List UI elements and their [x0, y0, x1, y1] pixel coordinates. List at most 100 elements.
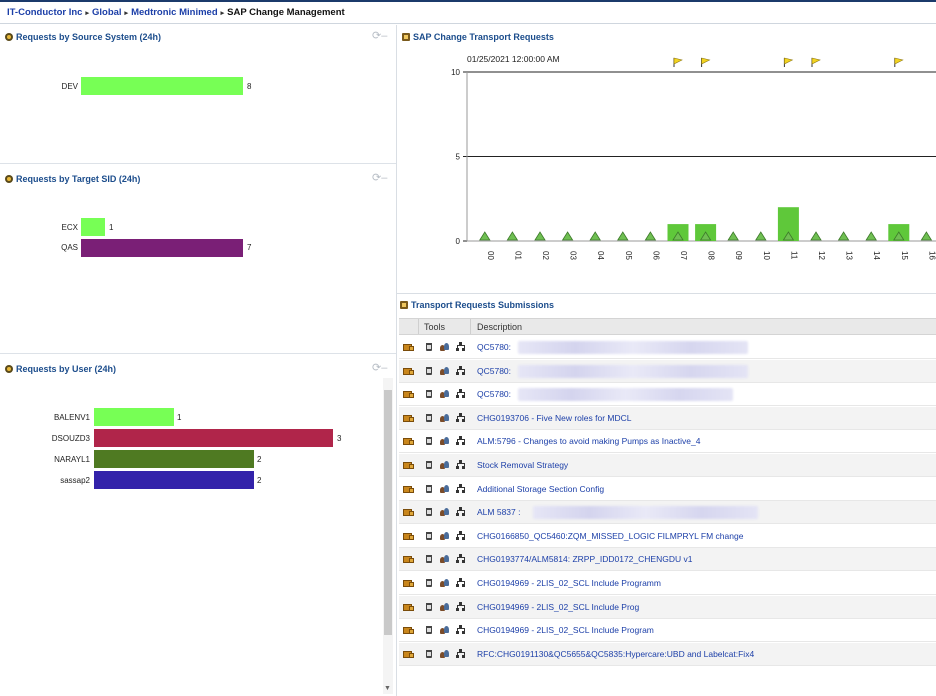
row-description-link[interactable]: CHG0193774/ALM5814: ZRPP_IDD0172_CHENGDU… [477, 554, 693, 564]
row-description-link[interactable]: CHG0194969 - 2LIS_02_SCL Include Program… [477, 578, 661, 588]
header-description[interactable]: Description [477, 322, 523, 332]
users-icon[interactable] [440, 554, 450, 564]
chart-bar[interactable] [81, 239, 243, 257]
delete-icon[interactable] [424, 436, 434, 446]
delete-icon[interactable] [424, 625, 434, 635]
breadcrumb-item-medtronic[interactable]: Medtronic Minimed [131, 7, 218, 18]
transport-icon[interactable] [403, 484, 414, 494]
scroll-down-icon[interactable]: ▼ [384, 685, 391, 692]
users-icon[interactable] [440, 484, 450, 494]
transport-icon[interactable] [403, 460, 414, 470]
status-marker-icon[interactable] [865, 231, 877, 241]
row-description-link[interactable]: RFC:CHG0191130&QC5655&QC5835:Hypercare:U… [477, 649, 755, 659]
refresh-icon[interactable]: ⟳– [372, 30, 388, 42]
status-marker-icon[interactable] [589, 231, 601, 241]
users-icon[interactable] [440, 649, 450, 659]
flag-icon[interactable] [701, 57, 711, 65]
status-marker-icon[interactable] [755, 231, 767, 241]
transport-icon[interactable] [403, 507, 414, 517]
status-marker-icon[interactable] [672, 231, 684, 241]
row-description-link[interactable]: Additional Storage Section Config [477, 484, 605, 494]
delete-icon[interactable] [424, 602, 434, 612]
transport-icon[interactable] [403, 413, 414, 423]
transport-icon[interactable] [403, 625, 414, 635]
hierarchy-icon[interactable] [456, 602, 466, 612]
delete-icon[interactable] [424, 413, 434, 423]
chart-bar[interactable] [777, 207, 799, 241]
transport-icon[interactable] [403, 389, 414, 399]
hierarchy-icon[interactable] [456, 554, 466, 564]
status-marker-icon[interactable] [644, 231, 657, 241]
row-description-link[interactable]: QC5780: [477, 366, 512, 376]
users-icon[interactable] [440, 389, 450, 399]
delete-icon[interactable] [424, 531, 434, 541]
status-marker-icon[interactable] [893, 231, 905, 241]
status-marker-icon[interactable] [534, 231, 546, 241]
table-row[interactable]: Additional Storage Section Config [399, 478, 936, 501]
table-row[interactable]: CHG0194969 - 2LIS_02_SCL Include Program [399, 619, 936, 642]
users-icon[interactable] [440, 625, 450, 635]
refresh-icon[interactable]: ⟳– [372, 172, 388, 184]
status-marker-icon[interactable] [727, 231, 739, 241]
row-description-link[interactable]: CHG0194969 - 2LIS_02_SCL Include Program [477, 625, 654, 635]
delete-icon[interactable] [424, 366, 434, 376]
transport-icon[interactable] [403, 436, 414, 446]
table-row[interactable]: QC5780: [399, 383, 936, 406]
delete-icon[interactable] [424, 460, 434, 470]
hierarchy-icon[interactable] [456, 578, 466, 588]
hierarchy-icon[interactable] [456, 366, 466, 376]
status-marker-icon[interactable] [617, 231, 629, 241]
status-marker-icon[interactable] [782, 231, 795, 241]
vertical-splitter[interactable] [396, 25, 397, 696]
hierarchy-icon[interactable] [456, 436, 466, 446]
delete-icon[interactable] [424, 554, 434, 564]
flag-icon[interactable] [894, 57, 904, 65]
status-marker-icon[interactable] [506, 231, 519, 241]
transport-icon[interactable] [403, 602, 414, 612]
delete-icon[interactable] [424, 484, 434, 494]
status-marker-icon[interactable] [810, 231, 822, 241]
table-row[interactable]: Stock Removal Strategy [399, 454, 936, 477]
hierarchy-icon[interactable] [456, 413, 466, 423]
row-description-link[interactable]: QC5780: [477, 342, 512, 352]
users-icon[interactable] [440, 413, 450, 423]
hierarchy-icon[interactable] [456, 484, 466, 494]
transport-icon[interactable] [403, 554, 414, 564]
users-icon[interactable] [440, 507, 450, 517]
hierarchy-icon[interactable] [456, 531, 466, 541]
row-description-link[interactable]: ALM:5796 - Changes to avoid making Pumps… [477, 436, 701, 446]
header-tools[interactable]: Tools [419, 319, 471, 334]
chart-bar[interactable] [94, 429, 333, 447]
delete-icon[interactable] [424, 578, 434, 588]
users-icon[interactable] [440, 436, 450, 446]
chart-bar[interactable] [94, 408, 174, 426]
transport-icon[interactable] [403, 366, 414, 376]
row-description-link[interactable]: CHG0194969 - 2LIS_02_SCL Include Prog [477, 602, 640, 612]
hierarchy-icon[interactable] [456, 342, 466, 352]
status-marker-icon[interactable] [561, 231, 574, 241]
table-row[interactable]: CHG0166850_QC5460:ZQM_MISSED_LOGIC FILMP… [399, 525, 936, 548]
table-row[interactable]: QC5780: [399, 360, 936, 383]
delete-icon[interactable] [424, 507, 434, 517]
table-row[interactable]: ALM 5837 : [399, 501, 936, 524]
breadcrumb-item-global[interactable]: Global [91, 7, 122, 18]
transport-icon[interactable] [403, 342, 414, 352]
row-description-link[interactable]: Stock Removal Strategy [477, 460, 569, 470]
users-icon[interactable] [440, 602, 450, 612]
flag-icon[interactable] [784, 57, 794, 65]
vertical-scrollbar[interactable]: ▼ [383, 378, 393, 694]
chart-bar[interactable] [81, 218, 105, 236]
users-icon[interactable] [440, 531, 450, 541]
delete-icon[interactable] [424, 649, 434, 659]
transport-icon[interactable] [403, 531, 414, 541]
row-description-link[interactable]: ALM 5837 : [477, 507, 521, 517]
table-row[interactable]: CHG0194969 - 2LIS_02_SCL Include Prog [399, 596, 936, 619]
table-row[interactable]: ALM:5796 - Changes to avoid making Pumps… [399, 430, 936, 453]
transport-icon[interactable] [403, 649, 414, 659]
status-marker-icon[interactable] [920, 231, 933, 241]
breadcrumb-item-it-conductor[interactable]: IT-Conductor Inc [7, 7, 83, 18]
users-icon[interactable] [440, 342, 450, 352]
users-icon[interactable] [440, 578, 450, 588]
flag-icon[interactable] [811, 57, 821, 65]
table-row[interactable]: QC5780: [399, 336, 936, 359]
